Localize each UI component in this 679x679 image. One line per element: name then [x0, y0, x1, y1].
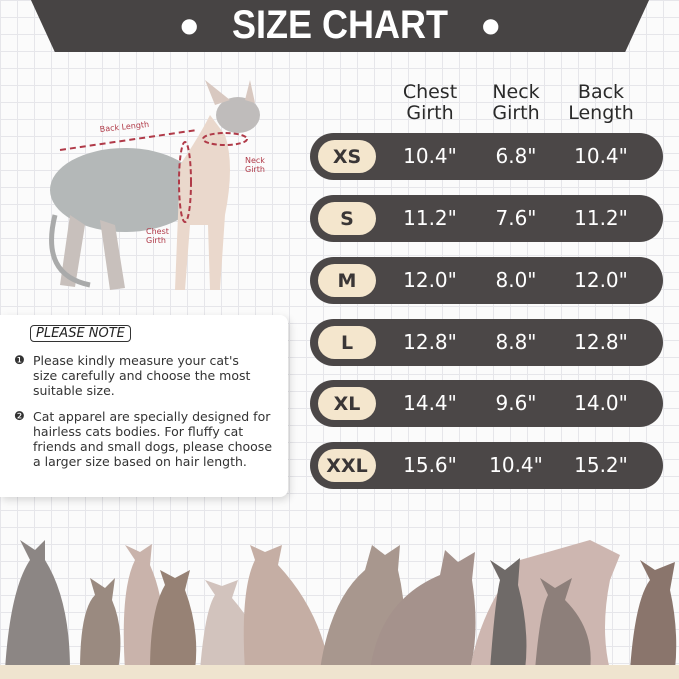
back-value: 15.2": [574, 453, 628, 477]
chest-value: 11.2": [403, 206, 457, 230]
back-value: 14.0": [574, 391, 628, 415]
back-value: 12.0": [574, 268, 628, 292]
size-pill: S: [318, 202, 376, 235]
neck-value: 8.8": [495, 330, 537, 354]
floor-strip: [0, 665, 679, 679]
neck-value: 6.8": [495, 144, 537, 168]
chest-girth-label: Girth: [146, 236, 166, 245]
size-pill: M: [318, 264, 376, 297]
cat-measurement-diagram: Back Length Neck Girth Chest Girth: [49, 80, 265, 290]
neck-girth-label: Girth: [245, 165, 265, 174]
neck-girth-label: Neck: [245, 156, 265, 165]
size-row-xxl: XXL 15.6" 10.4" 15.2": [310, 442, 663, 489]
neck-value: 7.6": [495, 206, 537, 230]
neck-value: 8.0": [495, 268, 537, 292]
size-row-s: S 11.2" 7.6" 11.2": [310, 195, 663, 242]
neck-value: 10.4": [489, 453, 543, 477]
size-pill: XS: [318, 140, 376, 173]
size-row-xl: XL 14.4" 9.6" 14.0": [310, 380, 663, 427]
size-row-m: M 12.0" 8.0" 12.0": [310, 257, 663, 304]
size-row-xs: XS 10.4" 6.8" 10.4": [310, 133, 663, 180]
column-header-neck: Neck Girth: [492, 81, 540, 124]
back-value: 10.4": [574, 144, 628, 168]
column-header-chest: Chest Girth: [402, 81, 458, 124]
size-row-l: L 12.8" 8.8" 12.8": [310, 319, 663, 366]
please-note-box: PLEASE NOTE ❶ Please kindly measure your …: [0, 315, 288, 497]
back-length-label: Back Length: [99, 120, 149, 134]
chest-value: 10.4": [403, 144, 457, 168]
chest-value: 12.8": [403, 330, 457, 354]
size-pill: XL: [318, 387, 376, 420]
page-title: SIZE CHART: [232, 2, 448, 47]
title-banner: ● SIZE CHART ●: [30, 0, 650, 52]
back-value: 11.2": [574, 206, 628, 230]
column-header-back: Back Length: [568, 81, 634, 124]
chest-value: 15.6": [403, 453, 457, 477]
sphynx-cats-photo: [5, 540, 677, 670]
chest-value: 14.4": [403, 391, 457, 415]
size-pill: XXL: [318, 449, 376, 482]
back-value: 12.8": [574, 330, 628, 354]
note-item: ❶ Please kindly measure your cat's size c…: [14, 353, 251, 398]
note-item: ❷ Cat apparel are specially designed for …: [14, 409, 273, 469]
bullet-dot: ●: [482, 13, 500, 37]
note-title: PLEASE NOTE: [30, 325, 131, 342]
bullet-dot: ●: [180, 13, 198, 37]
chest-girth-label: Chest: [146, 227, 169, 236]
size-pill: L: [318, 326, 376, 359]
chest-value: 12.0": [403, 268, 457, 292]
neck-value: 9.6": [495, 391, 537, 415]
